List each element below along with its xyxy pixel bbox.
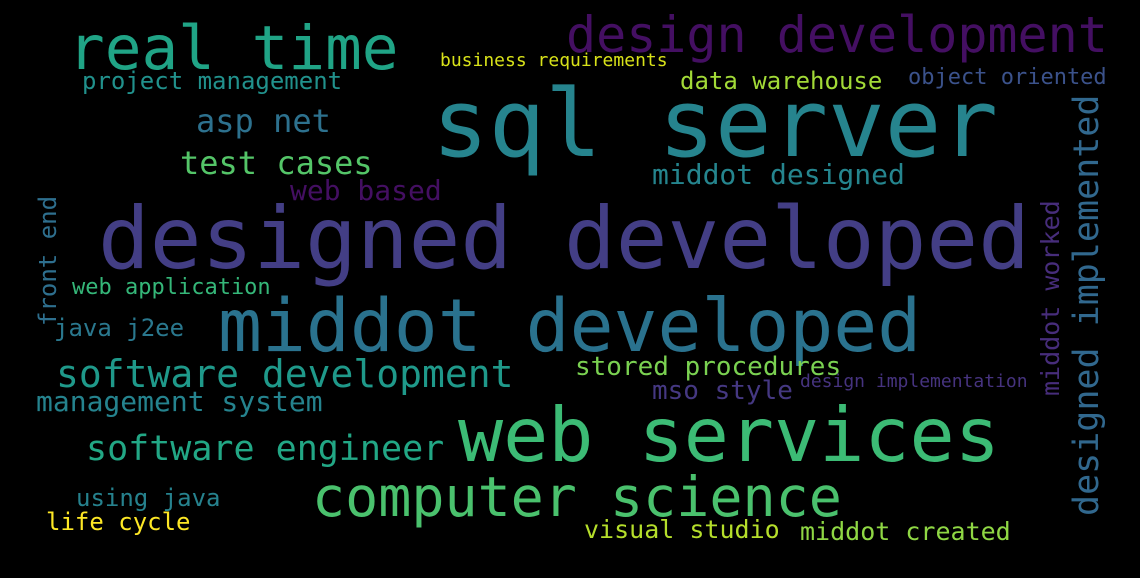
word-design-development: design development [566,6,1108,64]
word-sql-server: sql server [432,70,998,179]
word-mso-style: mso style [652,376,793,406]
word-asp-net: asp net [196,102,331,140]
word-project-management: project management [82,67,343,95]
word-business-requirements: business requirements [440,50,668,71]
word-front-end: front end [34,195,62,326]
word-web-application: web application [72,275,271,300]
word-life-cycle: life cycle [46,508,191,536]
word-test-cases: test cases [180,144,373,182]
word-object-oriented: object oriented [908,65,1107,90]
word-real-time: real time [68,13,399,84]
word-java-j2ee: java j2ee [54,314,185,342]
word-middot-created: middot created [800,517,1011,546]
word-using-java: using java [76,484,221,512]
word-computer-science: computer science [312,465,842,529]
word-software-engineer: software engineer [86,429,445,469]
word-stored-procedures: stored procedures [575,352,842,382]
word-designed-implemented: designed implemented [1067,94,1107,516]
word-software-development: software development [56,352,514,396]
word-middot-designed: middot designed [652,158,905,191]
word-web-services: web services [458,391,1000,479]
word-visual-studio: visual studio [584,515,780,544]
word-middot-developed: middot developed [218,284,922,369]
word-management-system: management system [36,385,323,418]
word-web-based: web based [290,174,442,207]
word-designed-developed: designed developed [98,189,1030,289]
word-design-implementation: design implementation [800,371,1028,392]
word-data-warehouse: data warehouse [680,67,883,95]
word-middot-worked: middot worked [1036,200,1065,396]
